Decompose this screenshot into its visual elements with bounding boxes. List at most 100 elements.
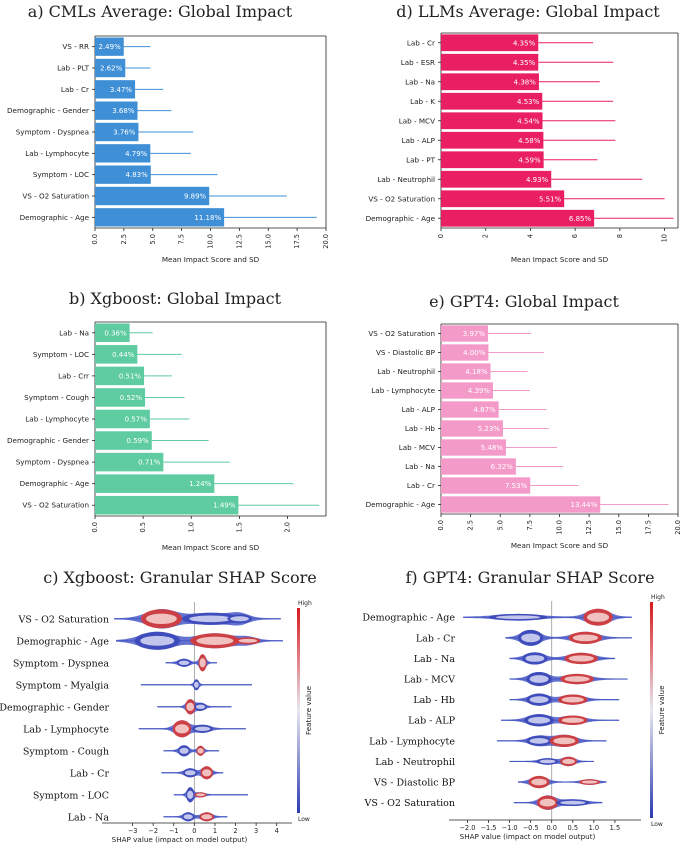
feature-label: Lab - Cr (70, 768, 110, 779)
violin-peak-core (560, 800, 586, 805)
colorbar-title: Feature value (304, 685, 313, 735)
bar (441, 53, 539, 71)
category-label: VS - Diastolic BP (376, 348, 436, 357)
colorbar-high-label: High (298, 600, 312, 607)
data-label: 11.18% (194, 214, 221, 222)
x-tick-label: 5.0 (496, 520, 504, 531)
data-label: 5.48% (481, 444, 504, 452)
category-label: Lab - PT (406, 155, 435, 164)
data-label: 6.32% (491, 463, 514, 471)
violin-peak-core (183, 814, 193, 820)
violin-peak-core (202, 769, 212, 777)
bar (95, 80, 136, 99)
category-label: Lab - K (410, 97, 435, 106)
violin-peak-core (539, 798, 556, 807)
x-tick-label: −1.0 (502, 824, 518, 832)
category-label: Lab - Lymphocyte (371, 386, 435, 395)
x-axis-label: Mean Impact Score and SD (162, 255, 260, 264)
colorbar-low-label: Low (651, 821, 663, 828)
x-tick-label: 7.5 (526, 520, 534, 531)
x-tick-label: 2.0 (284, 522, 292, 533)
category-label: Lab - Cr (407, 38, 435, 47)
bar (441, 458, 516, 475)
violin-peak-core (525, 655, 545, 662)
panel-c-xgboost-shap-violin: c) Xgboost: Granular SHAP Score VS - O2 S… (0, 568, 317, 844)
panel-a-cmls-global-impact: a) CMLs Average: Global Impact VS - RR 2.4… (7, 2, 330, 264)
feature-label: Demographic - Age (362, 613, 455, 624)
violin-peak-core (175, 724, 189, 734)
colorbar (297, 608, 300, 813)
x-tick-label: 0.5 (568, 824, 579, 832)
bar (441, 344, 489, 361)
violin-peak-core (199, 658, 206, 668)
violin-peak-core (195, 793, 206, 797)
bar (441, 112, 543, 130)
bar (95, 186, 210, 206)
x-tick-label: 3 (254, 827, 258, 835)
data-label: 0.51% (119, 372, 142, 380)
bar (441, 190, 565, 208)
data-label: 4.53% (517, 98, 540, 106)
bar (95, 144, 151, 163)
data-label: 5.23% (478, 425, 501, 433)
violin-peak-core (564, 676, 590, 682)
data-label: 4.35% (513, 59, 536, 67)
x-tick-label: 1.5 (235, 522, 243, 533)
bar (95, 366, 145, 386)
bar (95, 474, 215, 493)
x-tick-label: −1 (169, 827, 179, 835)
x-tick-label: 15.0 (615, 520, 623, 535)
category-label: Lab - Neutrophil (377, 175, 435, 184)
colorbar (650, 602, 653, 818)
category-label: Demographic - Age (20, 479, 90, 488)
x-tick-label: 15.0 (264, 234, 272, 249)
category-label: Lab - Cr (61, 85, 89, 94)
violin-peak-core (561, 696, 584, 703)
category-label: Lab - ALP (402, 405, 436, 414)
feature-label: Lab - Neutrophil (375, 757, 455, 768)
colorbar-high-label: High (651, 594, 665, 601)
data-label: 1.24% (189, 480, 212, 488)
violin-body (173, 787, 248, 803)
category-label: Lab - Hb (405, 424, 436, 433)
violin-peak-core (197, 748, 204, 754)
data-label: 4.59% (518, 156, 541, 164)
category-label: Lab - Na (405, 77, 435, 86)
data-label: 13.44% (571, 501, 598, 509)
violin-peak-core (529, 696, 549, 704)
violin-peak-core (495, 615, 541, 620)
bar (441, 209, 595, 227)
violin-peak-core (186, 702, 195, 711)
category-label: Symptom - Cough (24, 393, 89, 402)
panel-title: f) GPT4: Granular SHAP Score (405, 568, 654, 587)
x-tick-label: 10.0 (207, 234, 215, 249)
violin-peak-core (140, 635, 175, 646)
feature-label: Lab - Hb (413, 695, 455, 706)
feature-label: Symptom - Cough (23, 746, 109, 757)
category-label: Demographic - Gender (7, 106, 89, 115)
x-tick-label: 0.5 (139, 522, 147, 533)
data-label: 0.57% (125, 416, 148, 424)
bar (95, 388, 146, 407)
x-axis-label: Mean Impact Score and SD (162, 543, 260, 552)
feature-label: Lab - Lymphocyte (369, 736, 455, 747)
violin-peak-core (196, 636, 234, 645)
data-label: 4.87% (473, 406, 496, 414)
data-label: 0.44% (112, 351, 135, 359)
x-axis-label: Mean Impact Score and SD (511, 541, 609, 550)
data-label: 3.76% (113, 129, 136, 137)
feature-label: VS - O2 Saturation (364, 798, 455, 809)
x-axis-label: SHAP value (impact on model output) (112, 835, 248, 844)
data-label: 0.59% (127, 437, 150, 445)
data-label: 3.68% (112, 107, 135, 115)
bar (441, 401, 499, 418)
x-tick-label: 12.5 (585, 520, 593, 535)
panel-b-xgboost-global-impact: b) Xgboost: Global Impact Lab - Na 0.36% Sy… (7, 289, 327, 552)
x-tick-label: 1.0 (187, 522, 195, 533)
x-tick-label: 20.0 (322, 234, 330, 249)
bar (441, 151, 544, 169)
x-tick-label: 0.0 (91, 522, 99, 533)
category-label: VS - O2 Saturation (22, 501, 89, 510)
bar (95, 165, 151, 184)
bar (95, 345, 138, 364)
